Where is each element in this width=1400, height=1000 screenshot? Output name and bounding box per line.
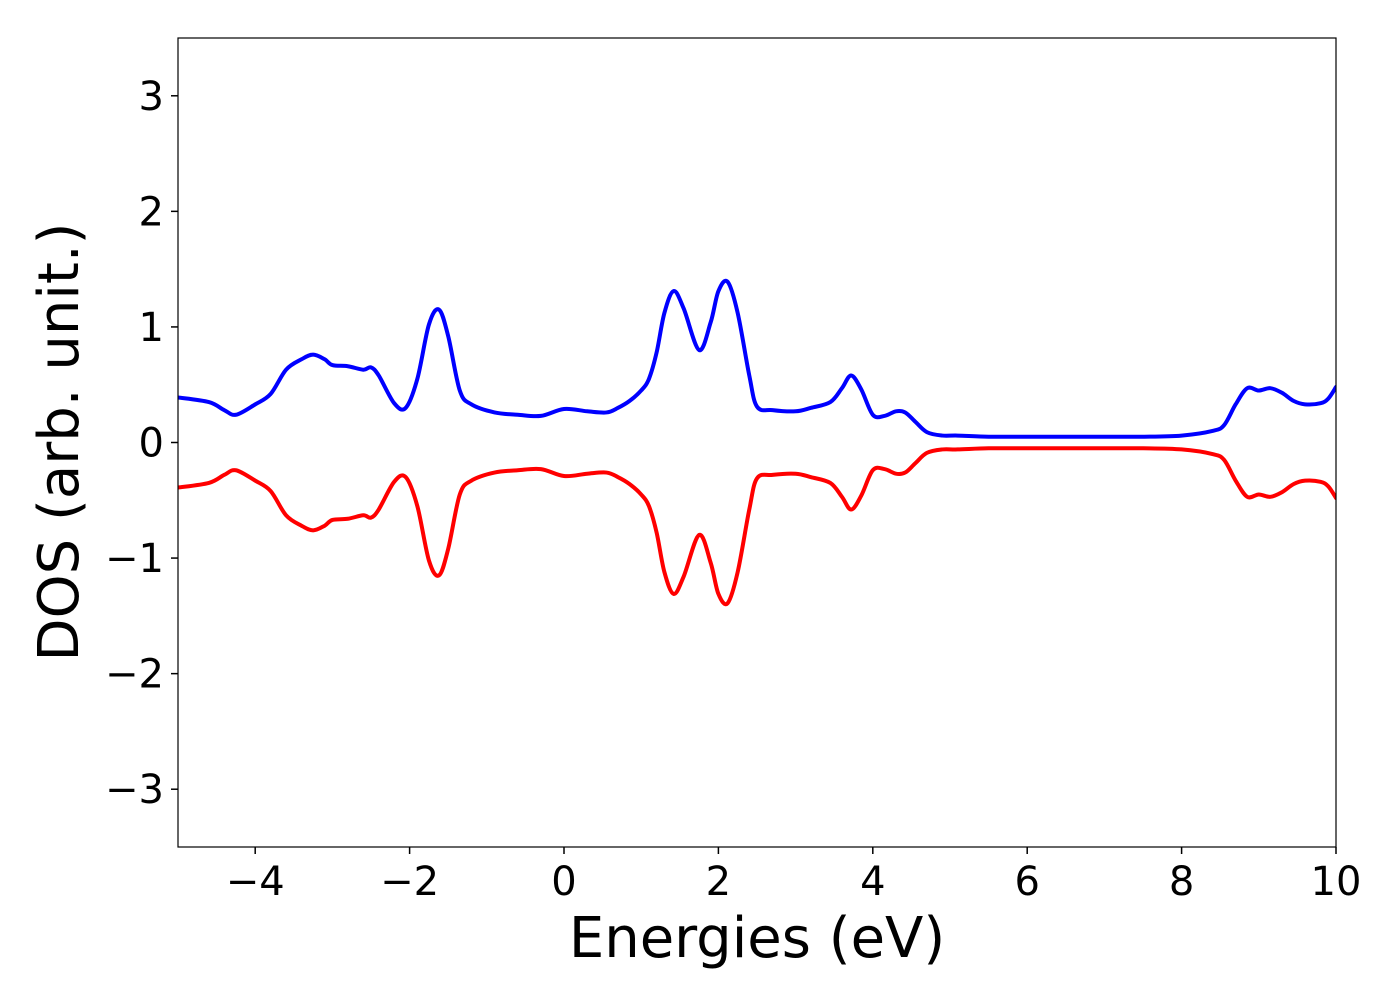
x-axis-label: Energies (eV) [569,906,945,971]
y-tick-label: −2 [105,652,164,698]
y-tick-label: 3 [139,74,164,120]
x-tick-label: −4 [226,859,285,905]
y-tick-label: −3 [105,767,164,813]
x-axis: −4 −2 0 2 4 6 8 10 [226,847,1362,905]
x-tick-label: 0 [551,859,576,905]
y-tick-label: 2 [139,189,164,235]
x-tick-label: 10 [1311,859,1362,905]
plot-frame [177,37,1337,848]
y-axis: −3 −2 −1 0 1 2 3 [105,74,178,813]
y-tick-label: −1 [105,536,164,582]
y-tick-label: 1 [139,305,164,351]
y-axis-label: DOS (arb. unit.) [27,222,92,661]
dos-spin-up-line [178,278,1336,439]
x-tick-label: 6 [1014,859,1039,905]
y-tick-label: 0 [139,421,164,467]
dos-spin-down-line [178,446,1336,607]
x-tick-label: −2 [380,859,439,905]
series-group [178,278,1336,607]
x-tick-label: 4 [860,859,885,905]
x-tick-label: 8 [1169,859,1194,905]
x-tick-label: 2 [706,859,731,905]
